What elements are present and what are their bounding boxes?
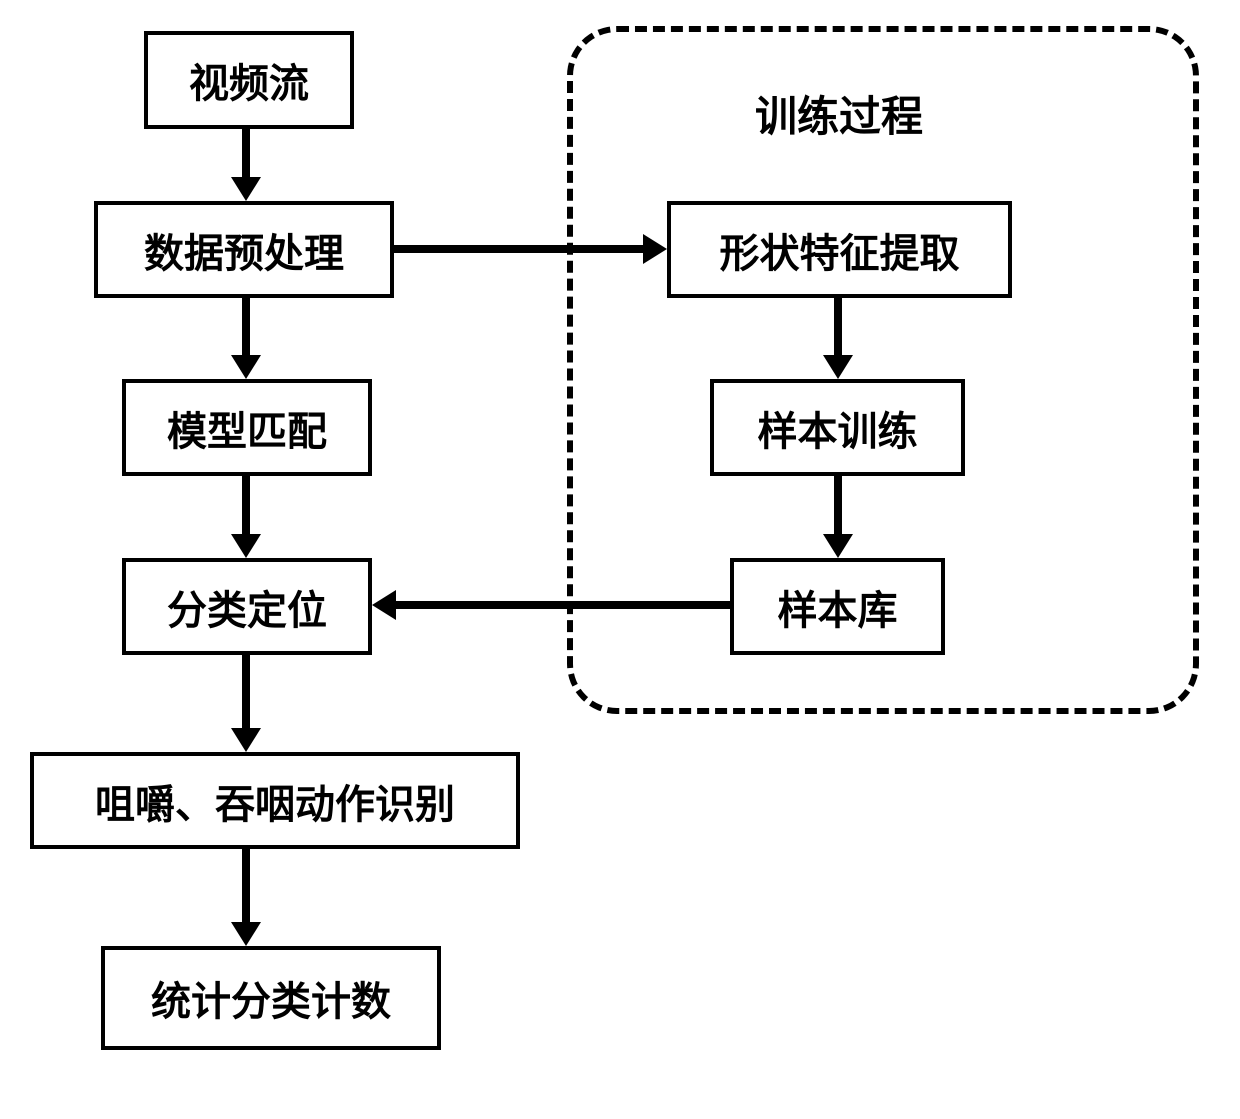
- training-process-title: 训练过程: [755, 83, 923, 144]
- node-classify-locate: 分类定位: [122, 558, 372, 655]
- node-label: 数据预处理: [144, 221, 344, 279]
- node-label: 统计分类计数: [151, 969, 391, 1027]
- node-model-match: 模型匹配: [122, 379, 372, 476]
- node-label: 咀嚼、吞咽动作识别: [95, 772, 455, 830]
- node-video-stream: 视频流: [144, 31, 354, 129]
- node-stat-count: 统计分类计数: [101, 946, 441, 1050]
- node-label: 形状特征提取: [720, 221, 960, 279]
- node-data-preprocess: 数据预处理: [94, 201, 394, 298]
- node-sample-train: 样本训练: [710, 379, 965, 476]
- node-action-recognize: 咀嚼、吞咽动作识别: [30, 752, 520, 849]
- node-label: 视频流: [189, 51, 309, 109]
- node-shape-extract: 形状特征提取: [667, 201, 1012, 298]
- node-label: 样本库: [778, 578, 898, 636]
- node-label: 分类定位: [167, 578, 327, 636]
- node-sample-lib: 样本库: [730, 558, 945, 655]
- node-label: 模型匹配: [167, 399, 327, 457]
- node-label: 样本训练: [758, 399, 918, 457]
